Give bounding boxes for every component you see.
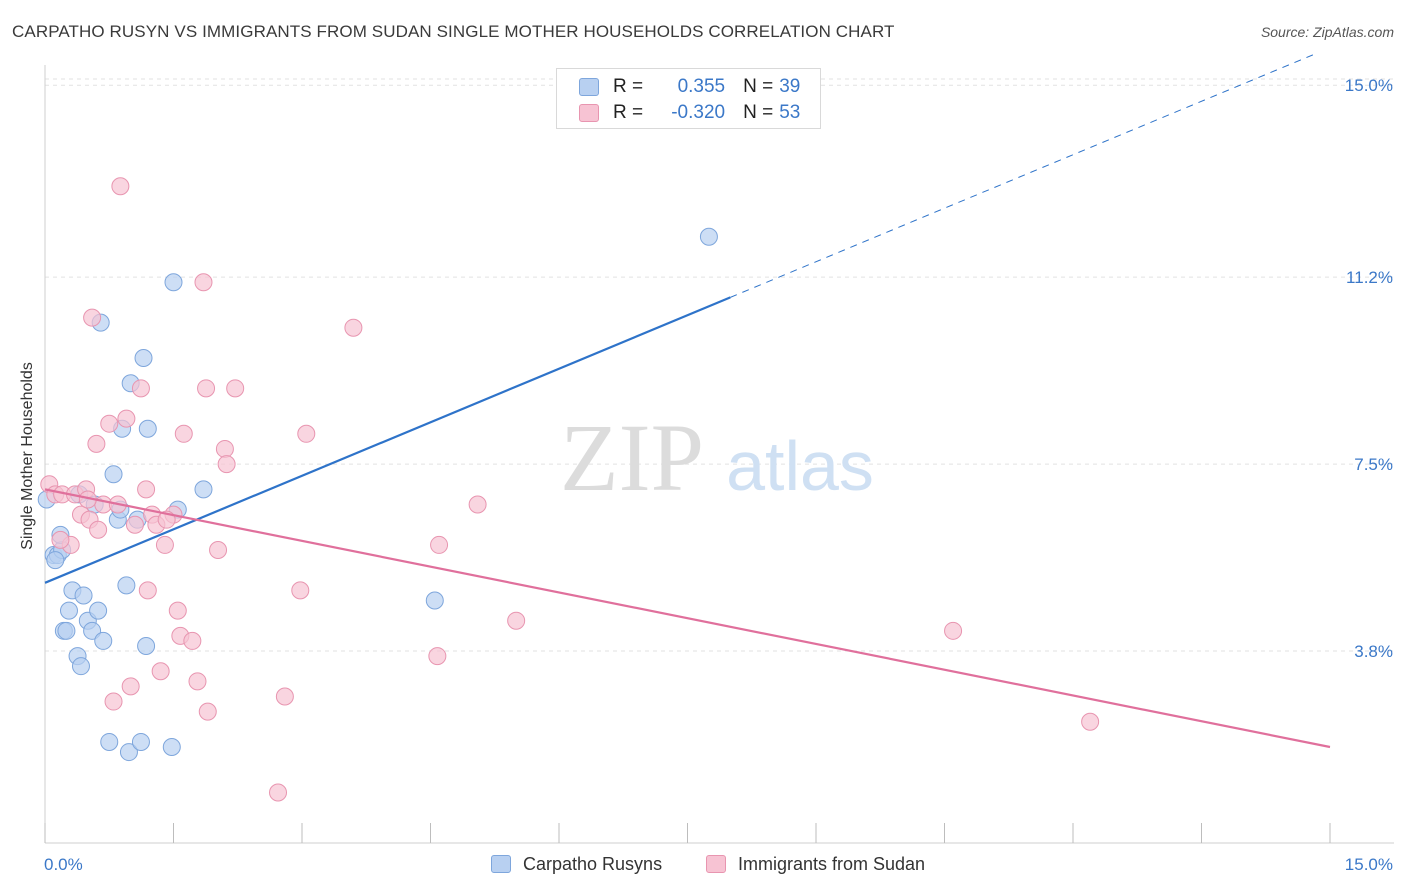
sudan-point <box>197 379 216 398</box>
carpatho-trendline <box>44 296 731 584</box>
carpatho-trendline-extension <box>730 54 1314 298</box>
sudan-point <box>428 647 447 666</box>
sudan-point <box>125 515 144 534</box>
sudan-point <box>174 424 193 443</box>
sudan-point <box>131 379 150 398</box>
correlation-legend: R = 0.355 N = 39 R = -0.320 N = 53 <box>556 68 821 129</box>
legend-n-value: 53 <box>779 102 801 123</box>
sudan-point <box>297 424 316 443</box>
carpatho-point <box>59 601 78 620</box>
chart-title: CARPATHO RUSYN VS IMMIGRANTS FROM SUDAN … <box>12 22 895 41</box>
sudan-point <box>87 434 106 453</box>
sudan-point <box>168 601 187 620</box>
sudan-point <box>117 409 136 428</box>
bottom-legend-label-carpatho: Carpatho Rusyns <box>523 853 663 874</box>
tick-labels: 3.8% 7.5% 11.2% 15.0% 0.0% 15.0% <box>44 76 1393 874</box>
carpatho-point <box>119 743 138 762</box>
points-layer <box>37 177 1100 802</box>
sudan-point <box>194 273 213 292</box>
sudan-point <box>151 662 170 681</box>
carpatho-point <box>100 732 119 751</box>
carpatho-point <box>425 591 444 610</box>
sudan-point <box>430 535 449 554</box>
y-tick-label: 3.8% <box>1354 642 1393 661</box>
legend-r-value: 0.355 <box>677 76 726 97</box>
sudan-point <box>89 520 108 539</box>
carpatho-point <box>164 273 183 292</box>
carpatho-point <box>194 480 213 499</box>
legend-n-label: N = <box>743 102 774 123</box>
legend-n-label: N = <box>743 76 774 97</box>
sudan-point <box>344 318 363 337</box>
bottom-legend-swatch-blue <box>491 855 511 873</box>
carpatho-point <box>104 465 123 484</box>
carpatho-point <box>134 349 153 368</box>
sudan-point <box>944 621 963 640</box>
sudan-point <box>468 495 487 514</box>
sudan-point <box>269 783 288 802</box>
carpatho-point <box>137 636 156 655</box>
legend-n-value: 39 <box>779 76 801 97</box>
watermark: ZIP atlas <box>560 404 874 511</box>
trend-layer <box>44 54 1331 749</box>
legend-r-label: R = <box>613 102 644 123</box>
bottom-legend-swatch-pink <box>706 855 726 873</box>
grid-layer <box>45 78 1394 652</box>
watermark-zip: ZIP <box>560 404 704 511</box>
carpatho-point <box>131 732 150 751</box>
carpatho-point <box>117 576 136 595</box>
sudan-point <box>100 414 119 433</box>
y-tick-label: 11.2% <box>1346 268 1393 287</box>
sudan-point <box>83 308 102 327</box>
sudan-point <box>138 581 157 600</box>
y-tick-label: 15.0% <box>1345 76 1393 95</box>
bottom-legend-carpatho: Carpatho Rusyns <box>491 852 662 876</box>
carpatho-point <box>94 631 113 650</box>
bottom-legend-sudan: Immigrants from Sudan <box>706 852 925 876</box>
bottom-legend-label-sudan: Immigrants from Sudan <box>738 853 926 874</box>
sudan-point <box>155 535 174 554</box>
carpatho-point <box>57 621 76 640</box>
legend-r-label: R = <box>613 76 644 97</box>
axis-layer <box>44 65 1394 844</box>
x-tick-label-min: 0.0% <box>44 855 83 874</box>
x-tick-label-max: 15.0% <box>1345 855 1393 874</box>
legend-swatch-pink <box>579 104 599 122</box>
sudan-point <box>51 530 70 549</box>
sudan-point <box>188 672 207 691</box>
sudan-point <box>215 439 234 458</box>
sudan-point <box>121 677 140 696</box>
legend-r-value: -0.320 <box>671 102 726 123</box>
carpatho-point <box>46 551 65 570</box>
carpatho-point <box>138 419 157 438</box>
watermark-atlas: atlas <box>726 427 874 505</box>
carpatho-point <box>71 657 90 676</box>
sudan-point <box>137 480 156 499</box>
sudan-point <box>217 455 236 474</box>
sudan-point <box>275 687 294 706</box>
sudan-point <box>198 702 217 721</box>
y-tick-label: 7.5% <box>1354 455 1393 474</box>
sudan-point <box>291 581 310 600</box>
sudan-point <box>111 177 130 196</box>
legend-row-sudan: R = -0.320 N = 53 <box>579 101 800 125</box>
sudan-point <box>209 540 228 559</box>
legend-row-carpatho: R = 0.355 N = 39 <box>579 75 800 99</box>
carpatho-point <box>83 621 102 640</box>
y-axis-label: Single Mother Households <box>19 362 36 550</box>
source-credit: Source: ZipAtlas.com <box>1260 24 1394 40</box>
sudan-point <box>226 379 245 398</box>
sudan-point <box>507 611 526 630</box>
sudan-trendline <box>44 488 1331 749</box>
carpatho-point <box>162 738 181 757</box>
sudan-point <box>104 692 123 711</box>
legend-swatch-blue <box>579 78 599 96</box>
sudan-point <box>1081 712 1100 731</box>
carpatho-point <box>74 586 93 605</box>
sudan-point <box>183 631 202 650</box>
carpatho-point <box>699 227 718 246</box>
carpatho-point <box>89 601 108 620</box>
